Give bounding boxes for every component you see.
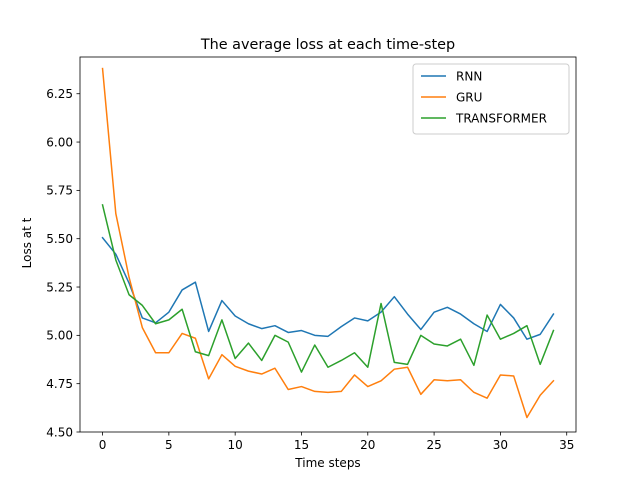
legend-label-gru: GRU: [456, 90, 482, 104]
x-tick-label: 0: [99, 438, 107, 452]
y-tick-label: 6.25: [46, 87, 73, 101]
series-line-transformer: [101, 203, 555, 373]
series-line-gru: [101, 67, 555, 419]
y-tick-label: 6.00: [46, 135, 73, 149]
x-tick-label: 30: [493, 438, 508, 452]
x-tick-label: 5: [165, 438, 173, 452]
x-tick-label: 25: [426, 438, 441, 452]
legend: RNN GRU TRANSFORMER: [412, 63, 570, 135]
y-tick-label: 5.50: [46, 232, 73, 246]
x-axis-label: Time steps: [294, 456, 360, 470]
y-tick-label: 4.50: [46, 425, 73, 439]
y-tick-label: 5.75: [46, 184, 73, 198]
y-axis: 4.50 4.75 5.00 5.25 5.50 5.75 6.00 6.25: [46, 87, 80, 439]
y-tick-label: 5.25: [46, 280, 73, 294]
series-layer: [101, 67, 555, 419]
legend-box: [412, 63, 570, 135]
plot-area-frame: [79, 56, 577, 433]
chart-title: The average loss at each time-step: [200, 37, 455, 53]
x-tick-label: 20: [360, 438, 375, 452]
legend-label-rnn: RNN: [456, 69, 482, 83]
x-axis: 0 5 10 15 20 25 30 35: [99, 432, 574, 452]
y-tick-label: 4.75: [46, 377, 73, 391]
x-tick-label: 35: [559, 438, 574, 452]
x-tick-label: 10: [228, 438, 243, 452]
y-tick-label: 5.00: [46, 329, 73, 343]
series-line-rnn: [101, 236, 555, 340]
x-tick-label: 15: [294, 438, 309, 452]
legend-label-transformer: TRANSFORMER: [455, 111, 547, 125]
y-axis-label: Loss at t: [20, 217, 34, 268]
